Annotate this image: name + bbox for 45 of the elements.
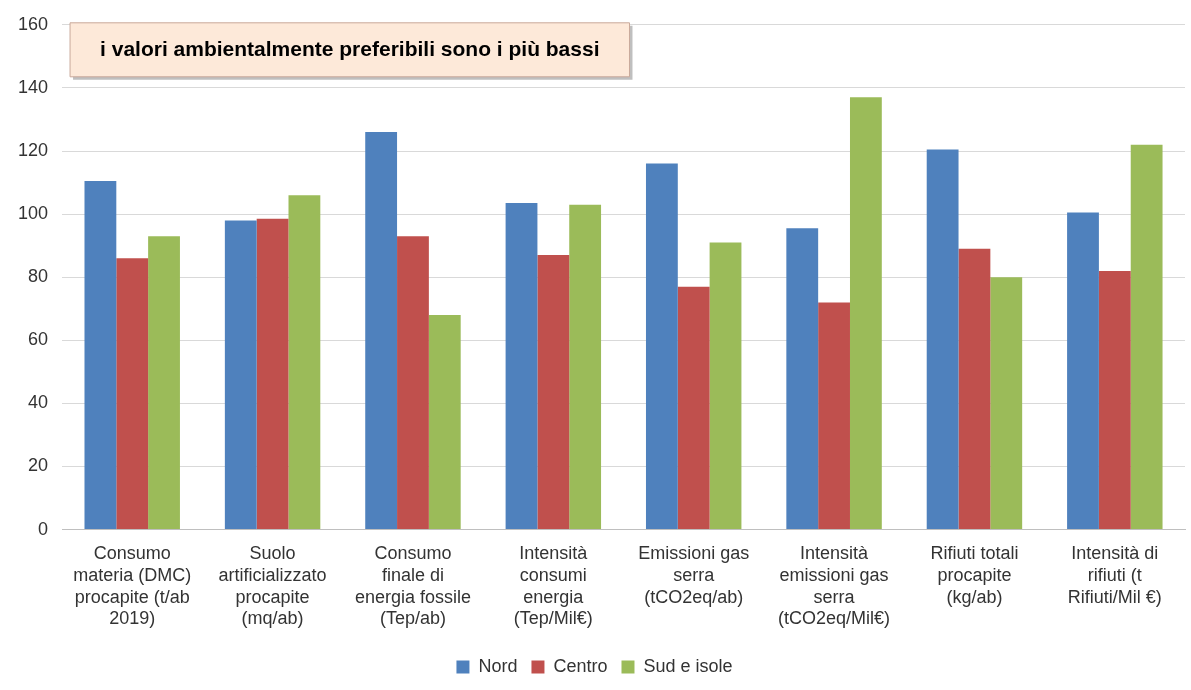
bar <box>397 236 429 530</box>
x-tick-label: Consumo materia (DMC) procapite (t/ab 2019) <box>73 543 192 629</box>
y-tick-label: 80 <box>28 266 49 287</box>
bar <box>288 195 321 530</box>
x-tick-label: Suolo artificializzato procapite (mq/ab) <box>218 543 327 629</box>
bar <box>849 97 882 530</box>
bar <box>505 203 538 530</box>
bar <box>677 286 710 530</box>
bar <box>84 180 117 530</box>
bar <box>256 218 289 530</box>
bar <box>428 315 461 530</box>
x-tick-label: Rifiuti totali procapite (kg/ab) <box>930 543 1019 607</box>
y-tick-label: 60 <box>28 329 49 350</box>
y-tick-label: 20 <box>28 455 49 476</box>
y-tick-label: 40 <box>28 392 49 413</box>
bar <box>569 204 602 530</box>
x-tick-label: Intensità di rifiuti (t Rifiuti/Mil €) <box>1067 543 1162 607</box>
bar <box>365 132 398 530</box>
bar <box>1067 212 1099 530</box>
x-tick-label: Emissioni gas serra (tCO2eq/ab) <box>638 543 750 607</box>
bar <box>818 302 850 530</box>
y-tick-label: 140 <box>17 76 49 97</box>
y-tick-label: 120 <box>17 139 49 160</box>
x-tick-label: Consumo finale di energia fossile (Tep/ab) <box>354 543 471 629</box>
bar <box>224 220 257 530</box>
bar <box>148 236 180 530</box>
legend-label: Centro <box>553 655 608 676</box>
x-tick-label: Intensità consumi energia (Tep/Mil€) <box>513 543 593 629</box>
y-tick-label: 160 <box>17 13 49 34</box>
x-tick-label: Intensità emissioni gas serra (tCO2eq/Mil€) <box>778 543 891 629</box>
bar <box>786 228 819 530</box>
y-tick-label: 100 <box>17 203 49 224</box>
bar <box>116 258 149 530</box>
bar <box>990 277 1023 530</box>
legend-label: Sud e isole <box>643 655 733 676</box>
bar <box>1098 270 1131 530</box>
bar <box>926 149 959 530</box>
bar <box>958 248 991 530</box>
text: i valori ambientalmente preferibili sono i più bassi <box>100 36 600 60</box>
y-tick-label: 0 <box>38 518 49 539</box>
bar <box>645 163 678 530</box>
bar <box>1130 144 1163 530</box>
legend-label: Nord <box>478 655 518 676</box>
bar <box>537 255 570 530</box>
bar <box>709 242 742 530</box>
